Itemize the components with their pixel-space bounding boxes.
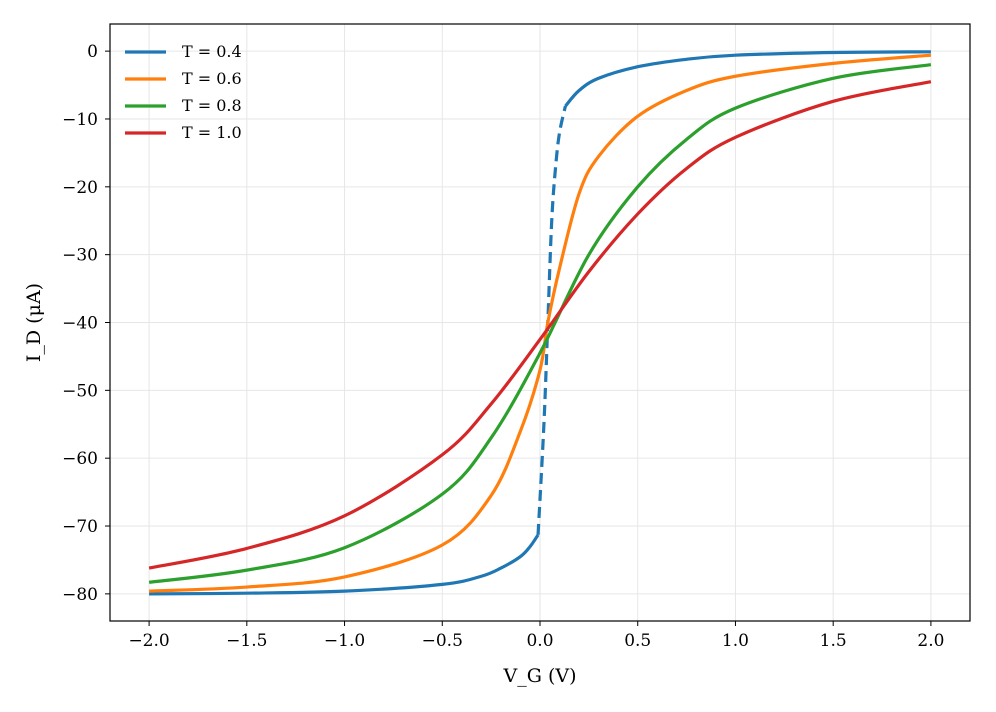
series-line-2	[149, 53, 932, 593]
legend-label: T = 0.8	[182, 96, 242, 115]
x-tick-label: −2.0	[128, 631, 169, 651]
y-tick-label: −50	[62, 381, 98, 401]
y-tick-label: −10	[62, 110, 98, 130]
series-segment-solid	[564, 50, 931, 108]
y-tick-label: −70	[62, 517, 98, 537]
legend: T = 0.4 T = 0.6 T = 0.8 T = 1.0	[125, 42, 242, 142]
series-segment-dashed	[536, 105, 567, 535]
y-axis-label: I_D (μA)	[23, 283, 45, 362]
x-tick-label: −1.5	[226, 631, 267, 651]
x-tick-label: 1.0	[722, 631, 749, 651]
y-tick-label: 0	[87, 42, 98, 62]
series-lines	[148, 50, 932, 596]
x-tick-label: 2.0	[917, 631, 944, 651]
y-tick-label: −40	[62, 314, 98, 334]
legend-label: T = 0.4	[182, 42, 242, 61]
series-line-4	[148, 80, 932, 570]
x-tick-label: 0.0	[526, 631, 553, 651]
series-segment-solid	[148, 80, 932, 570]
x-tick-label: −0.5	[422, 631, 463, 651]
y-tick-label: −60	[62, 449, 98, 469]
y-tick-label: −80	[62, 585, 98, 605]
x-axis-label: V_G (V)	[503, 665, 577, 687]
y-tick-label: −20	[62, 178, 98, 198]
axis-ticks: −2.0 −1.5 −1.0 −0.5 0.0 0.5 1.0 1.5 2.0 0 −10 −20 −3…	[62, 42, 944, 651]
series-line-1	[149, 50, 931, 596]
legend-label: T = 0.6	[182, 69, 242, 88]
x-tick-label: 1.5	[820, 631, 847, 651]
series-segment-solid	[149, 533, 540, 596]
series-segment-solid	[149, 53, 932, 593]
legend-label: T = 1.0	[182, 123, 242, 142]
y-tick-label: −30	[62, 246, 98, 266]
x-tick-label: 0.5	[624, 631, 651, 651]
x-tick-label: −1.0	[324, 631, 365, 651]
